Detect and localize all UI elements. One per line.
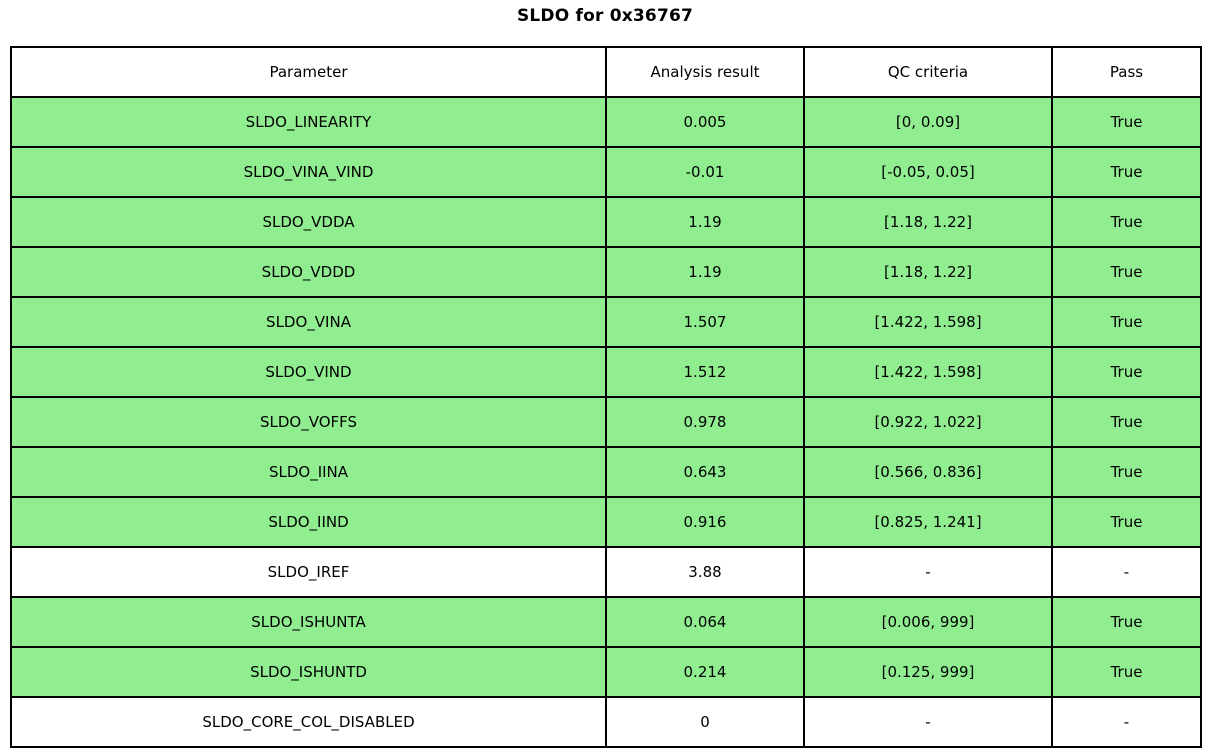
cell-parameter: SLDO_ISHUNTD [10, 646, 607, 698]
table-row: SLDO_IINA 0.643 [0.566, 0.836] True [10, 446, 1202, 498]
cell-analysis-result: 0.064 [605, 596, 805, 648]
cell-pass: True [1051, 496, 1202, 548]
cell-parameter: SLDO_VINA [10, 296, 607, 348]
cell-qc-criteria: [0, 0.09] [803, 96, 1053, 148]
cell-analysis-result: 0 [605, 696, 805, 748]
table-row: SLDO_VOFFS 0.978 [0.922, 1.022] True [10, 396, 1202, 448]
cell-analysis-result: 0.214 [605, 646, 805, 698]
cell-parameter: SLDO_VOFFS [10, 396, 607, 448]
cell-pass: True [1051, 346, 1202, 398]
cell-qc-criteria: [0.566, 0.836] [803, 446, 1053, 498]
cell-qc-criteria: [0.125, 999] [803, 646, 1053, 698]
cell-parameter: SLDO_IINA [10, 446, 607, 498]
table-row: SLDO_VINA 1.507 [1.422, 1.598] True [10, 296, 1202, 348]
cell-pass: True [1051, 596, 1202, 648]
cell-qc-criteria: [1.18, 1.22] [803, 196, 1053, 248]
cell-analysis-result: 1.19 [605, 246, 805, 298]
cell-pass: True [1051, 96, 1202, 148]
table-row: SLDO_IIND 0.916 [0.825, 1.241] True [10, 496, 1202, 548]
qc-results-table: Parameter Analysis result QC criteria Pa… [10, 46, 1202, 748]
cell-analysis-result: 0.005 [605, 96, 805, 148]
cell-qc-criteria: [1.422, 1.598] [803, 296, 1053, 348]
cell-analysis-result: -0.01 [605, 146, 805, 198]
table-row: SLDO_IREF 3.88 - - [10, 546, 1202, 598]
cell-analysis-result: 0.643 [605, 446, 805, 498]
cell-pass: True [1051, 396, 1202, 448]
cell-parameter: SLDO_VIND [10, 346, 607, 398]
table-row: SLDO_VIND 1.512 [1.422, 1.598] True [10, 346, 1202, 398]
cell-qc-criteria: - [803, 546, 1053, 598]
column-header-parameter: Parameter [10, 46, 607, 98]
cell-parameter: SLDO_IREF [10, 546, 607, 598]
column-header-pass: Pass [1051, 46, 1202, 98]
table-row: SLDO_CORE_COL_DISABLED 0 - - [10, 696, 1202, 748]
cell-qc-criteria: [1.422, 1.598] [803, 346, 1053, 398]
cell-parameter: SLDO_VDDD [10, 246, 607, 298]
cell-qc-criteria: [0.825, 1.241] [803, 496, 1053, 548]
cell-parameter: SLDO_CORE_COL_DISABLED [10, 696, 607, 748]
table-row: SLDO_VDDA 1.19 [1.18, 1.22] True [10, 196, 1202, 248]
table-row: SLDO_LINEARITY 0.005 [0, 0.09] True [10, 96, 1202, 148]
column-header-analysis-result: Analysis result [605, 46, 805, 98]
cell-pass: - [1051, 546, 1202, 598]
cell-qc-criteria: [-0.05, 0.05] [803, 146, 1053, 198]
table-row: SLDO_VINA_VIND -0.01 [-0.05, 0.05] True [10, 146, 1202, 198]
cell-pass: True [1051, 646, 1202, 698]
cell-analysis-result: 1.19 [605, 196, 805, 248]
column-header-qc-criteria: QC criteria [803, 46, 1053, 98]
page-title: SLDO for 0x36767 [516, 6, 694, 26]
cell-qc-criteria: [0.922, 1.022] [803, 396, 1053, 448]
table-row: SLDO_VDDD 1.19 [1.18, 1.22] True [10, 246, 1202, 298]
cell-pass: - [1051, 696, 1202, 748]
cell-parameter: SLDO_VDDA [10, 196, 607, 248]
cell-parameter: SLDO_IIND [10, 496, 607, 548]
cell-analysis-result: 0.978 [605, 396, 805, 448]
cell-parameter: SLDO_VINA_VIND [10, 146, 607, 198]
cell-pass: True [1051, 146, 1202, 198]
cell-qc-criteria: - [803, 696, 1053, 748]
cell-analysis-result: 1.507 [605, 296, 805, 348]
cell-analysis-result: 3.88 [605, 546, 805, 598]
cell-parameter: SLDO_ISHUNTA [10, 596, 607, 648]
cell-analysis-result: 1.512 [605, 346, 805, 398]
table-header-row: Parameter Analysis result QC criteria Pa… [10, 46, 1202, 98]
cell-pass: True [1051, 296, 1202, 348]
table-row: SLDO_ISHUNTD 0.214 [0.125, 999] True [10, 646, 1202, 698]
cell-qc-criteria: [0.006, 999] [803, 596, 1053, 648]
cell-qc-criteria: [1.18, 1.22] [803, 246, 1053, 298]
cell-analysis-result: 0.916 [605, 496, 805, 548]
cell-pass: True [1051, 446, 1202, 498]
cell-pass: True [1051, 196, 1202, 248]
cell-parameter: SLDO_LINEARITY [10, 96, 607, 148]
cell-pass: True [1051, 246, 1202, 298]
table-row: SLDO_ISHUNTA 0.064 [0.006, 999] True [10, 596, 1202, 648]
